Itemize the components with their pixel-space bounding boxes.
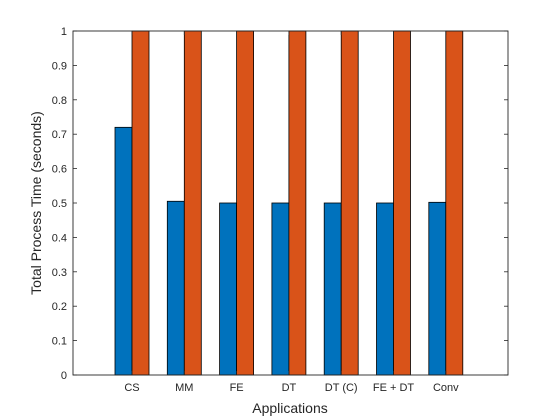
y-tick-label: 0.3 — [52, 267, 67, 279]
x-tick-label: DT — [282, 382, 297, 394]
y-tick-label: 0 — [61, 370, 67, 382]
y-tick-label: 0.2 — [52, 301, 67, 313]
x-tick-label: Conv — [433, 382, 459, 394]
bar-orange-dt-c- — [340, 30, 359, 376]
x-axis-label: Applications — [252, 400, 328, 416]
y-tick-label: 0.9 — [52, 60, 67, 72]
y-tick-label: 0.6 — [52, 164, 67, 176]
x-tick-label: FE + DT — [373, 382, 415, 394]
bar-blue-dt — [271, 202, 290, 376]
y-tick-label: 1 — [61, 26, 67, 38]
x-tick-label: FE — [230, 382, 244, 394]
y-tick-label: 0.1 — [52, 336, 67, 348]
x-tick-label: CS — [124, 382, 139, 394]
bar-blue-conv — [428, 201, 447, 376]
bar-orange-conv — [445, 30, 464, 376]
bar-blue-dt-c- — [323, 202, 342, 376]
y-tick-label: 0.8 — [52, 95, 67, 107]
bar-blue-fe-dt — [376, 202, 394, 376]
bar-orange-dt — [288, 30, 307, 376]
x-tick-label: MM — [175, 382, 193, 394]
y-tick-label: 0.7 — [52, 129, 67, 141]
bar-blue-fe — [219, 202, 238, 376]
bar-blue-mm — [166, 200, 185, 376]
bars-layer — [114, 30, 464, 376]
bar-orange-mm — [183, 30, 202, 376]
y-tick-label: 0.5 — [52, 198, 67, 210]
y-tick-label: 0.4 — [52, 232, 67, 244]
x-tick-label: DT (C) — [325, 382, 358, 394]
bar-orange-fe-dt — [393, 30, 411, 376]
y-axis-label: Total Process Time (seconds) — [28, 111, 44, 295]
bar-blue-cs — [114, 126, 133, 376]
bar-orange-cs — [131, 30, 150, 376]
bar-orange-fe — [236, 30, 255, 376]
ticks-layer: CS MM FE DT DT (C) FE + DT Conv 0 0.1 0.2 0.3 0.4 0.… — [52, 26, 508, 394]
